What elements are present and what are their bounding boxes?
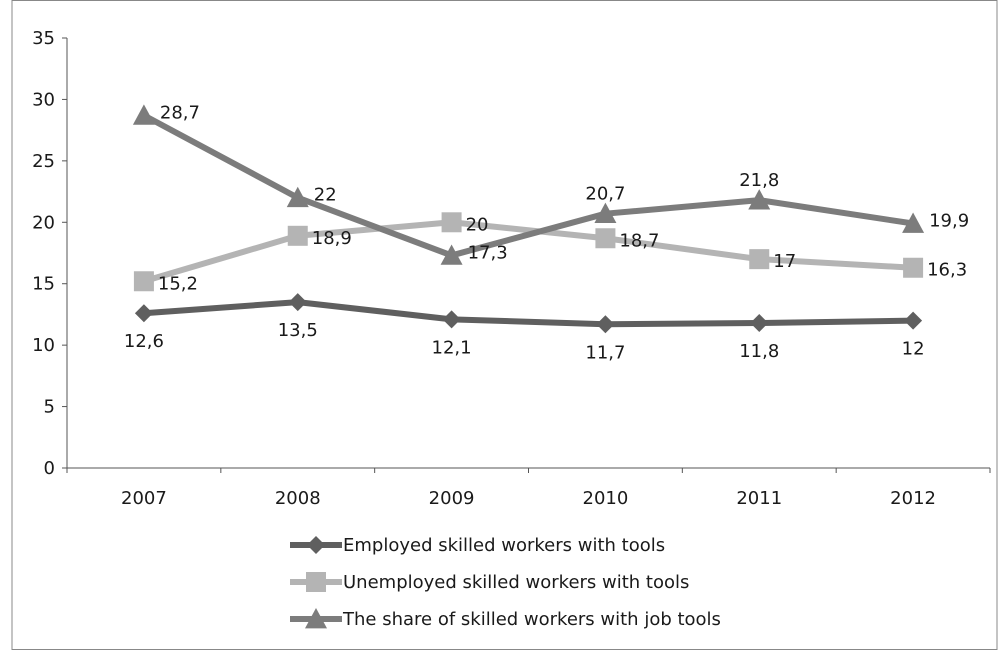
data-labels: 12,6 13,5 12,1 11,7 11,8 12 15,2 18,9 20 18,7 17 16… xyxy=(124,102,969,363)
data-point-marker xyxy=(288,293,307,312)
data-label: 12,1 xyxy=(432,337,472,358)
data-point-marker xyxy=(749,249,770,270)
data-label: 11,8 xyxy=(739,341,779,362)
y-tick-label: 35 xyxy=(32,28,55,49)
y-tick-label: 5 xyxy=(44,397,55,418)
data-label: 16,3 xyxy=(927,260,967,281)
legend-item-1: Employed skilled workers with tools xyxy=(290,535,665,556)
legend-item-3: The share of skilled workers with job to… xyxy=(290,608,721,630)
data-label: 17 xyxy=(773,251,796,272)
data-label: 12,6 xyxy=(124,331,164,352)
data-point-marker xyxy=(441,212,462,233)
data-point-marker xyxy=(287,225,308,246)
data-point-marker xyxy=(286,186,309,208)
series-layer xyxy=(132,104,925,334)
data-label: 17,3 xyxy=(468,242,508,263)
series-3 xyxy=(132,104,925,265)
y-tick-label: 0 xyxy=(44,458,55,479)
series-line xyxy=(140,112,917,259)
legend-swatch-marker xyxy=(306,572,326,592)
series-1 xyxy=(134,293,923,334)
data-label: 21,8 xyxy=(739,170,779,191)
data-label: 12 xyxy=(902,339,925,360)
data-label: 11,7 xyxy=(585,342,625,363)
data-point-marker xyxy=(596,315,615,334)
data-point-marker xyxy=(903,257,924,278)
data-label: 20,7 xyxy=(585,184,625,205)
legend: Employed skilled workers with tools Unemp… xyxy=(290,535,721,630)
x-tick-label: 2009 xyxy=(429,488,475,509)
y-tick-label: 10 xyxy=(32,335,55,356)
chart-frame xyxy=(11,0,998,650)
x-tick-label: 2008 xyxy=(275,488,321,509)
legend-item-2: Unemployed skilled workers with tools xyxy=(290,572,689,593)
data-point-marker xyxy=(748,189,771,210)
data-point-marker xyxy=(440,244,463,265)
x-tick-label: 2012 xyxy=(890,488,936,509)
legend-swatch-marker xyxy=(307,536,325,554)
data-point-marker xyxy=(595,228,616,249)
data-label: 20 xyxy=(466,214,489,235)
y-tick-label: 20 xyxy=(32,212,55,233)
data-point-marker xyxy=(133,271,154,292)
data-label: 19,9 xyxy=(929,211,969,232)
y-tick-label: 25 xyxy=(32,151,55,172)
data-label: 18,7 xyxy=(619,230,659,251)
data-point-marker xyxy=(904,311,923,330)
y-tick-label: 30 xyxy=(32,89,55,110)
data-point-marker xyxy=(442,310,461,329)
data-point-marker xyxy=(594,202,617,224)
data-label: 22 xyxy=(314,185,337,206)
data-label: 28,7 xyxy=(160,102,200,123)
legend-swatch-marker xyxy=(305,608,327,629)
series-2 xyxy=(133,212,924,292)
legend-label: Employed skilled workers with tools xyxy=(343,535,665,556)
data-label: 18,9 xyxy=(312,228,352,249)
y-tick-label: 15 xyxy=(32,274,55,295)
data-point-marker xyxy=(132,104,155,125)
data-point-marker xyxy=(902,212,925,233)
data-point-marker xyxy=(750,314,769,333)
data-point-marker xyxy=(134,304,153,323)
series-line xyxy=(140,299,917,328)
x-tick-label: 2011 xyxy=(736,488,782,509)
data-label: 13,5 xyxy=(278,320,318,341)
x-tick-label: 2010 xyxy=(583,488,629,509)
series-line xyxy=(140,219,917,285)
x-tick-label: 2007 xyxy=(121,488,167,509)
data-label: 15,2 xyxy=(158,273,198,294)
legend-label: The share of skilled workers with job to… xyxy=(342,609,721,630)
legend-label: Unemployed skilled workers with tools xyxy=(343,572,689,593)
